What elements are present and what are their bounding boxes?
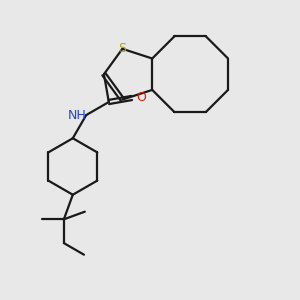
Text: O: O [136,92,146,104]
Text: S: S [118,42,126,55]
Text: NH: NH [68,109,86,122]
